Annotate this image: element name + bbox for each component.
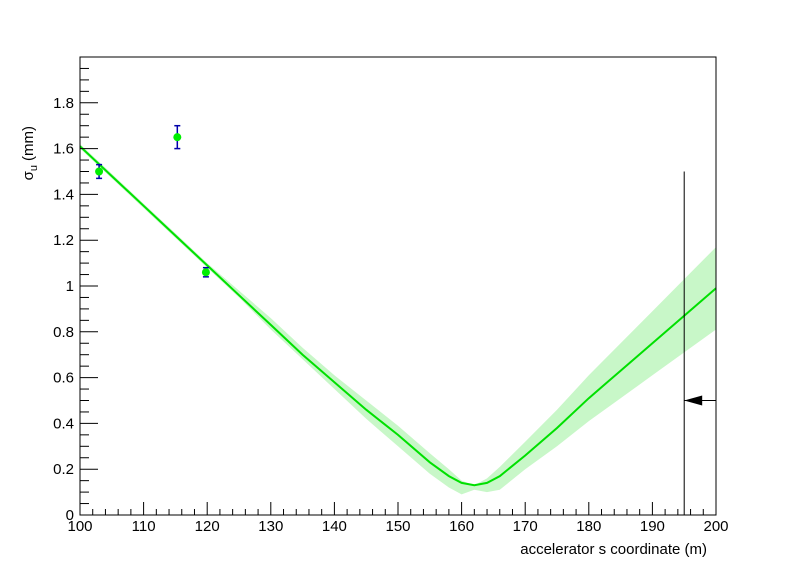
data-point-marker [95,167,104,176]
data-point-marker [173,133,182,142]
y-tick-label: 0.2 [53,461,74,478]
y-axis-title-unit: (mm) [20,126,37,161]
x-tick-label: 130 [258,518,283,535]
data-point-2 [173,124,182,150]
x-tick-label: 120 [195,518,220,535]
y-axis-title: σu (mm) [20,126,40,180]
x-tick-label: 160 [449,518,474,535]
y-axis-title-symbol: σ [20,170,37,180]
y-tick-label: 0.4 [53,415,74,432]
x-axis-ticks: 100 110 120 130 140 150 160 170 180 190 200 [67,502,729,535]
x-tick-label: 100 [67,518,92,535]
x-tick-label: 200 [703,518,728,535]
marker-arrow [684,395,716,406]
y-tick-label: 1.8 [53,95,74,112]
y-tick-label: 0.6 [53,370,74,387]
x-tick-label: 170 [513,518,538,535]
y-tick-label: 1.6 [53,141,74,158]
x-tick-label: 180 [576,518,601,535]
y-tick-label: 0 [66,507,74,524]
y-axis-title-subscript: u [28,165,40,171]
data-point-1 [95,163,104,180]
fit-curve-layer [79,145,717,487]
y-tick-label: 0.8 [53,324,74,341]
fit-curve-line [79,145,717,487]
data-point-layer [95,124,210,278]
y-tick-label: 1 [66,278,74,295]
y-axis-ticks: 0 0.2 0.4 0.6 0.8 1 1.2 1.4 1.6 1.8 [53,56,98,524]
y-tick-label: 1.4 [53,186,74,203]
x-tick-label: 110 [132,518,156,535]
annotation-layer [683,171,716,515]
x-tick-label: 140 [322,518,347,535]
x-tick-label: 190 [640,518,665,535]
x-tick-label: 150 [385,518,410,535]
data-point-marker [201,268,210,277]
data-point-3 [201,266,210,278]
x-axis-title: accelerator s coordinate (m) [520,541,707,558]
y-tick-label: 1.2 [53,232,74,249]
marker-arrow-head [684,395,703,406]
